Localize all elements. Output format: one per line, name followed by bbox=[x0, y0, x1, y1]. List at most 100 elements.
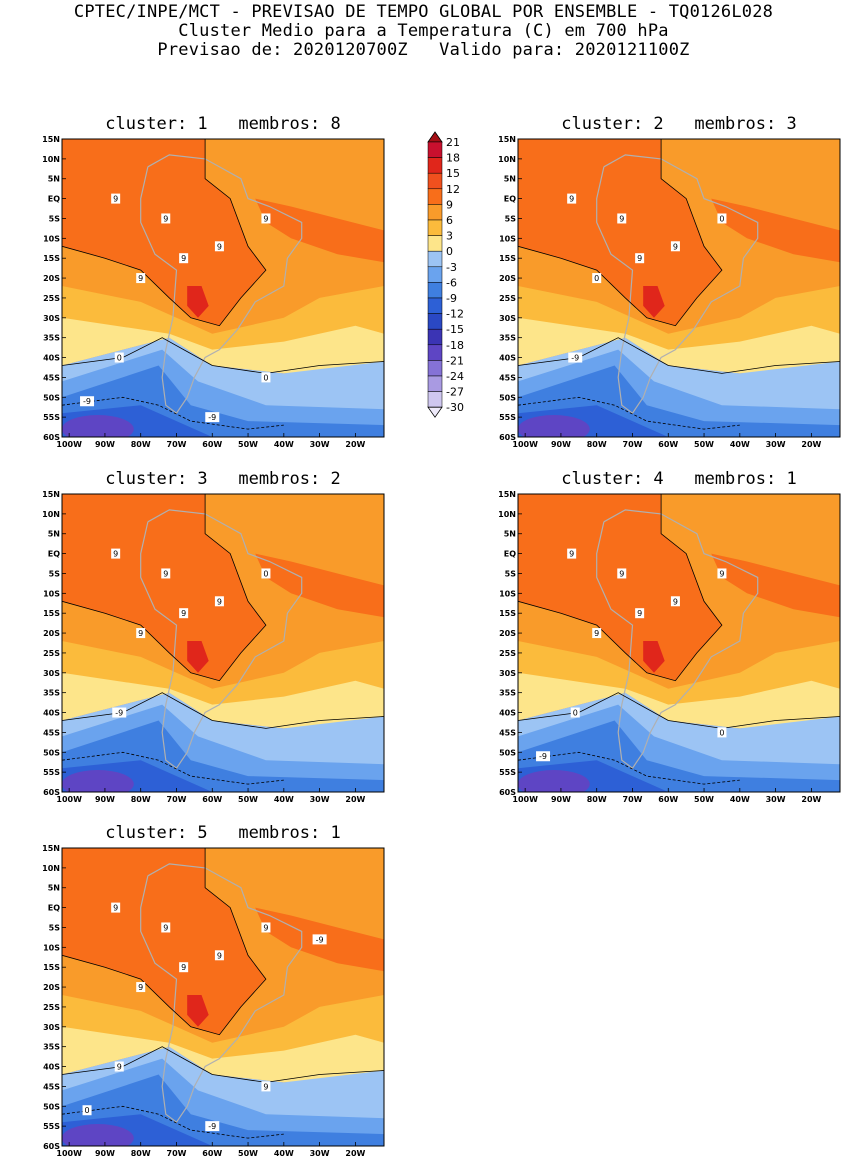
contour-label-bg bbox=[567, 548, 577, 559]
map-frame bbox=[517, 138, 841, 438]
panel-title-1: cluster: 1 membros: 8 bbox=[105, 114, 341, 134]
lat-label: 10S bbox=[43, 234, 60, 243]
contour-label-bg bbox=[592, 628, 602, 639]
contour-label: 9 bbox=[263, 1082, 268, 1091]
contour-label-bg bbox=[261, 568, 271, 579]
colorbar-swatch bbox=[427, 313, 443, 330]
contour-label: 0 bbox=[263, 373, 268, 382]
header-line-2: Cluster Medio para a Temperatura (C) em … bbox=[178, 21, 669, 41]
contour-label-bg bbox=[617, 568, 627, 579]
header-line-1: CPTEC/INPE/MCT - PREVISAO DE TEMPO GLOBA… bbox=[73, 2, 774, 22]
contour-label-bg bbox=[179, 253, 189, 264]
colorbar-label: 3 bbox=[446, 230, 453, 243]
lon-label: 90W bbox=[95, 440, 115, 449]
contour-label: 9 bbox=[163, 923, 168, 932]
contour-label: 0 bbox=[594, 274, 599, 283]
contour-label: 9 bbox=[113, 904, 118, 913]
contour-label: 9 bbox=[619, 214, 624, 223]
lat-label: 40S bbox=[43, 1063, 60, 1072]
lon-label: 30W bbox=[310, 440, 330, 449]
contour-label: 9 bbox=[263, 923, 268, 932]
lat-label: 10N bbox=[42, 864, 60, 873]
lon-label: 20W bbox=[345, 1149, 365, 1158]
isotherm-0 bbox=[62, 692, 384, 729]
lat-label: 5N bbox=[48, 884, 60, 893]
isotherm-9 bbox=[518, 139, 723, 327]
lat-label: 15S bbox=[43, 963, 60, 972]
band-0-3 bbox=[62, 1026, 384, 1083]
colorbar-label: 12 bbox=[446, 183, 460, 196]
lon-label: 100W bbox=[512, 440, 538, 449]
lon-label: 100W bbox=[56, 1149, 82, 1158]
contour-label-bg bbox=[136, 273, 146, 284]
contour-label: 0 bbox=[117, 354, 122, 363]
band-9-12-east bbox=[255, 553, 384, 618]
lon-label: 20W bbox=[801, 440, 821, 449]
lat-label: 5N bbox=[48, 175, 60, 184]
lat-label: 30S bbox=[499, 669, 516, 678]
lat-label: 30S bbox=[499, 314, 516, 323]
contour-label: 9 bbox=[163, 569, 168, 578]
band-0-3 bbox=[518, 317, 840, 374]
band-12-15 bbox=[643, 641, 665, 673]
lat-label: 40S bbox=[499, 709, 516, 718]
lat-label: 35S bbox=[43, 334, 60, 343]
band-12-15 bbox=[187, 641, 209, 673]
contour-label-bg bbox=[635, 253, 645, 264]
lat-label: 15S bbox=[43, 609, 60, 618]
lon-label: 90W bbox=[551, 795, 571, 804]
lat-label: 55S bbox=[499, 413, 516, 422]
panel-title-3: cluster: 3 membros: 2 bbox=[105, 469, 341, 489]
isotherm-9 bbox=[62, 848, 267, 1036]
colorbar-label: 15 bbox=[446, 167, 460, 180]
contour-label-bg bbox=[567, 193, 577, 204]
isotherm-neg9 bbox=[62, 751, 284, 785]
contour-label-bg bbox=[536, 751, 551, 762]
contour-label-bg bbox=[82, 1105, 92, 1116]
contour-label: 9 bbox=[594, 629, 599, 638]
colorbar-swatch bbox=[427, 344, 443, 361]
lat-label: 10S bbox=[499, 589, 516, 598]
lat-label: 10S bbox=[43, 943, 60, 952]
contour-label: -9 bbox=[83, 397, 91, 406]
isotherm-0 bbox=[62, 1046, 384, 1083]
map-frame bbox=[61, 847, 385, 1147]
isotherm-neg9 bbox=[62, 396, 284, 430]
colorbar-label: -24 bbox=[446, 370, 464, 383]
colorbar-swatch bbox=[427, 204, 443, 221]
contour-label: 9 bbox=[719, 569, 724, 578]
contour-label: 9 bbox=[117, 1063, 122, 1072]
band-0-3 bbox=[62, 317, 384, 374]
lon-label: 60W bbox=[202, 795, 222, 804]
map-frame bbox=[61, 493, 385, 793]
lat-label: 5S bbox=[49, 569, 61, 578]
lon-label: 50W bbox=[238, 795, 258, 804]
lat-label: 30S bbox=[43, 1023, 60, 1032]
lat-label: EQ bbox=[504, 550, 516, 559]
contour-label-bg bbox=[80, 396, 95, 407]
lon-label: 40W bbox=[274, 440, 294, 449]
contour-label-bg bbox=[111, 548, 121, 559]
south-america-coastline bbox=[140, 863, 303, 1124]
contour-label-bg bbox=[717, 213, 727, 224]
lat-label: 60S bbox=[43, 788, 60, 797]
contour-label-bg bbox=[635, 608, 645, 619]
map-panel-1: 9 9 9 9 9 9 0 0 -9 -9 15N 10N 5N EQ 5S 10S 15S 20S 25S 30S 3… bbox=[42, 135, 385, 449]
lon-label: 50W bbox=[238, 1149, 258, 1158]
isotherm-0 bbox=[518, 692, 840, 729]
contour-label-bg bbox=[670, 241, 680, 252]
colorbar-label: -15 bbox=[446, 323, 464, 336]
lat-label: 60S bbox=[499, 433, 516, 442]
lat-label: 10N bbox=[42, 510, 60, 519]
colorbar-label: -30 bbox=[446, 401, 464, 414]
map-panel-2: 9 9 9 9 0 0 -9 15N 10N 5N EQ 5S 10S 15S 20S 25S 30S 35S 40… bbox=[498, 135, 841, 449]
lat-label: 15S bbox=[43, 254, 60, 263]
lon-label: 100W bbox=[56, 795, 82, 804]
band-9-12 bbox=[518, 139, 722, 326]
lon-label: 60W bbox=[202, 1149, 222, 1158]
lat-label: 50S bbox=[499, 748, 516, 757]
map-panel-4: 9 9 9 9 9 9 0 0 -9 15N 10N 5N EQ 5S 10S 15S 20S 25S 30S 35S… bbox=[498, 490, 841, 804]
lat-label: 50S bbox=[43, 748, 60, 757]
lat-label: 15N bbox=[42, 844, 60, 853]
contour-label: 9 bbox=[217, 597, 222, 606]
